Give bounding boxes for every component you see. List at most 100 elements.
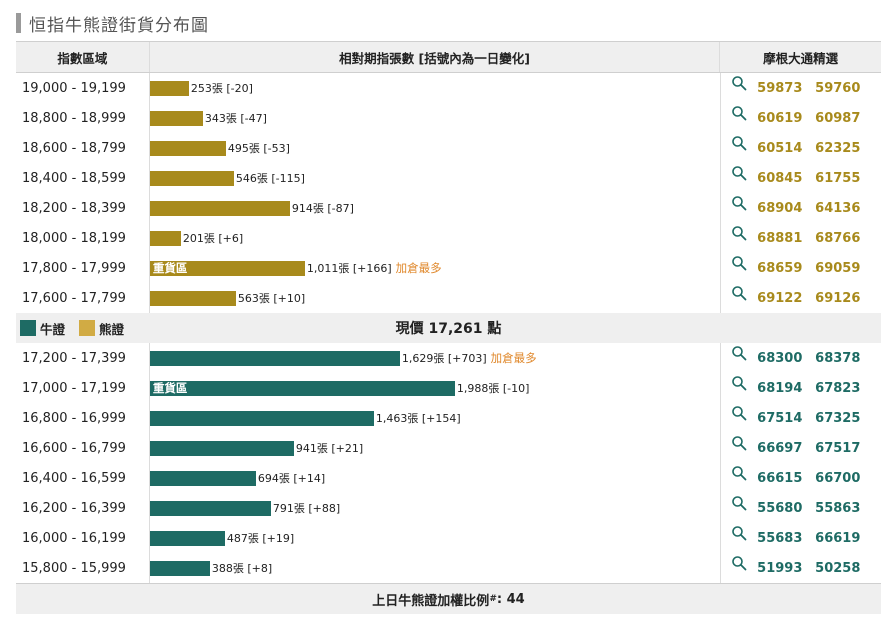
search-icon[interactable] [731, 165, 747, 181]
bar-cell: 1,629張 [+703] 加倉最多 [148, 343, 720, 373]
bull-rows: 17,200 - 17,399 1,629張 [+703] 加倉最多 68300 683… [16, 343, 881, 583]
table-row: 17,600 - 17,799 563張 [+10] 69122 69126 [16, 283, 881, 313]
warrant-code-link[interactable]: 55863 [815, 500, 861, 516]
search-icon[interactable] [731, 405, 747, 421]
bear-bar [149, 140, 226, 156]
picks-cell: 59873 59760 [720, 73, 881, 103]
search-icon[interactable] [731, 225, 747, 241]
range-cell: 17,600 - 17,799 [22, 290, 126, 306]
search-icon[interactable] [731, 555, 747, 571]
picks-cell: 51993 50258 [720, 553, 881, 583]
bear-bar [149, 170, 234, 186]
footer-text: 上日牛熊證加權比例 [372, 593, 490, 609]
warrant-code-link[interactable]: 68659 [757, 260, 803, 276]
warrant-code-link[interactable]: 50258 [815, 560, 861, 576]
warrant-code-link[interactable]: 68194 [757, 380, 803, 396]
warrant-code-link[interactable]: 67325 [815, 410, 861, 426]
warrant-code-link[interactable]: 68766 [815, 230, 861, 246]
search-icon[interactable] [731, 435, 747, 451]
warrant-code-link[interactable]: 67514 [757, 410, 803, 426]
warrant-code-link[interactable]: 51993 [757, 560, 803, 576]
table-row: 16,200 - 16,399 791張 [+88] 55680 55863 [16, 493, 881, 523]
picks-cell: 68194 67823 [720, 373, 881, 403]
picks-cell: 60845 61755 [720, 163, 881, 193]
warrant-code-link[interactable]: 68300 [757, 350, 803, 366]
bull-bar: 重貨區 [149, 380, 455, 396]
bar-value-label: 1,463張 [+154] [375, 412, 461, 425]
search-icon[interactable] [731, 345, 747, 361]
bull-bar [149, 500, 271, 516]
warrant-code-link[interactable]: 66700 [815, 470, 861, 486]
distribution-table: 指數區域 相對期指張數 [括號內為一日變化] 摩根大通精選 19,000 - 1… [16, 41, 881, 614]
warrant-code-link[interactable]: 66697 [757, 440, 803, 456]
bull-bar [149, 560, 210, 576]
search-icon[interactable] [731, 255, 747, 271]
bar-value-label: 791張 [+88] [272, 502, 341, 515]
search-icon[interactable] [731, 495, 747, 511]
range-cell: 18,400 - 18,599 [22, 170, 126, 186]
warrant-code-link[interactable]: 69126 [815, 290, 861, 306]
bar-cell: 941張 [+21] [148, 433, 720, 463]
header-picks: 摩根大通精選 [719, 42, 881, 72]
warrant-code-link[interactable]: 55680 [757, 500, 803, 516]
warrant-code-link[interactable]: 61755 [815, 170, 861, 186]
search-icon[interactable] [731, 195, 747, 211]
range-cell: 17,200 - 17,399 [22, 350, 126, 366]
warrant-code-link[interactable]: 68881 [757, 230, 803, 246]
warrant-code-link[interactable]: 66615 [757, 470, 803, 486]
range-cell: 16,400 - 16,599 [22, 470, 126, 486]
bar-cell: 914張 [-87] [148, 193, 720, 223]
search-icon[interactable] [731, 375, 747, 391]
table-row: 17,000 - 17,199 重貨區 1,988張 [-10] 68194 67823 [16, 373, 881, 403]
search-icon[interactable] [731, 285, 747, 301]
range-cell: 16,600 - 16,799 [22, 440, 126, 456]
title-bar: 恒指牛熊證街貨分布圖 [16, 12, 209, 36]
warrant-code-link[interactable]: 59760 [815, 80, 861, 96]
bar-cell: 563張 [+10] [148, 283, 720, 313]
range-cell: 18,200 - 18,399 [22, 200, 126, 216]
bar-value-label: 546張 [-115] [235, 172, 305, 185]
warrant-code-link[interactable]: 55683 [757, 530, 803, 546]
bar-value-label: 941張 [+21] [295, 442, 364, 455]
warrant-code-link[interactable]: 60987 [815, 110, 861, 126]
search-icon[interactable] [731, 105, 747, 121]
bar-note-label: 加倉最多 [395, 261, 442, 275]
warrant-code-link[interactable]: 60619 [757, 110, 803, 126]
bar-note-label: 加倉最多 [490, 351, 537, 365]
range-cell: 18,800 - 18,999 [22, 110, 126, 126]
bar-cell: 重貨區 1,011張 [+166] 加倉最多 [148, 253, 720, 283]
search-icon[interactable] [731, 525, 747, 541]
picks-cell: 60514 62325 [720, 133, 881, 163]
warrant-code-link[interactable]: 69059 [815, 260, 861, 276]
heavy-zone-label: 重貨區 [152, 380, 188, 395]
table-row: 18,800 - 18,999 343張 [-47] 60619 60987 [16, 103, 881, 133]
table-row: 18,600 - 18,799 495張 [-53] 60514 62325 [16, 133, 881, 163]
bar-value-label: 1,988張 [-10] [456, 382, 530, 395]
table-row: 18,200 - 18,399 914張 [-87] 68904 64136 [16, 193, 881, 223]
warrant-code-link[interactable]: 68378 [815, 350, 861, 366]
picks-cell: 68300 68378 [720, 343, 881, 373]
price-row: 現價 17,261 點 牛證 熊證 [16, 313, 881, 343]
warrant-code-link[interactable]: 67823 [815, 380, 861, 396]
bar-value-label: 343張 [-47] [204, 112, 267, 125]
bear-bar [149, 200, 290, 216]
warrant-code-link[interactable]: 60514 [757, 140, 803, 156]
search-icon[interactable] [731, 135, 747, 151]
legend-bull-swatch [20, 320, 36, 336]
header-count: 相對期指張數 [括號內為一日變化] [148, 42, 720, 72]
warrant-code-link[interactable]: 60845 [757, 170, 803, 186]
legend-bear-swatch [79, 320, 96, 336]
warrant-code-link[interactable]: 68904 [757, 200, 803, 216]
warrant-code-link[interactable]: 64136 [815, 200, 861, 216]
table-row: 18,000 - 18,199 201張 [+6] 68881 68766 [16, 223, 881, 253]
warrant-code-link[interactable]: 69122 [757, 290, 803, 306]
bear-rows: 19,000 - 19,199 253張 [-20] 59873 59760 18,80… [16, 73, 881, 313]
bar-cell: 487張 [+19] [148, 523, 720, 553]
bar-cell: 546張 [-115] [148, 163, 720, 193]
warrant-code-link[interactable]: 59873 [757, 80, 803, 96]
search-icon[interactable] [731, 75, 747, 91]
warrant-code-link[interactable]: 66619 [815, 530, 861, 546]
warrant-code-link[interactable]: 62325 [815, 140, 861, 156]
warrant-code-link[interactable]: 67517 [815, 440, 861, 456]
search-icon[interactable] [731, 465, 747, 481]
